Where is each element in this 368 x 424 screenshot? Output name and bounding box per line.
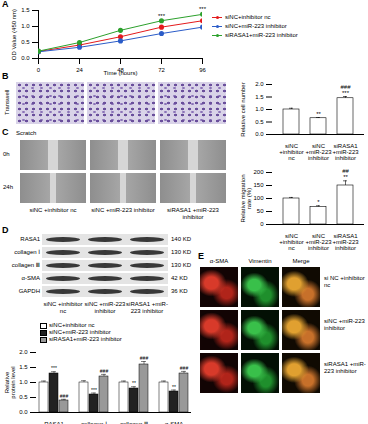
svg-text:##**: ##** [342, 168, 349, 180]
html-text:siRASA1 +miR-223 inhibitor: siRASA1 +miR-223 inhibitor [167, 207, 219, 220]
html-text:D: D [2, 225, 9, 235]
svg-text:***: *** [91, 387, 97, 393]
html-text:siNC+inhibitor nc: siNC+inhibitor nc [225, 14, 271, 20]
html-text:siRASA1+miR-223 inhibitor: siRASA1+miR-223 inhibitor [49, 336, 122, 342]
html-text:RASA1: RASA1 [20, 236, 40, 242]
svg-text:***: *** [158, 13, 166, 19]
svg-text:2.0: 2.0 [19, 349, 28, 355]
svg-text:1.5: 1.5 [255, 94, 264, 100]
svg-text:200: 200 [253, 169, 264, 175]
svg-text:collagen Ⅰ: collagen Ⅰ [81, 421, 107, 424]
html-text:A: A [2, 0, 9, 9]
html-text:Scratch: Scratch [16, 130, 37, 136]
html-text:130 KD: 130 KD [171, 262, 191, 268]
svg-text:2.0: 2.0 [255, 81, 264, 87]
svg-text:RASA1: RASA1 [44, 421, 64, 424]
svg-text:***: *** [199, 6, 207, 12]
html-text:Transwell: Transwell [4, 89, 10, 115]
svg-text:OD Value (450 nm): OD Value (450 nm) [11, 9, 17, 60]
svg-text:siRASA1+miR-223inhibitor: siRASA1+miR-223inhibitor [332, 233, 359, 251]
svg-text:0: 0 [260, 221, 264, 227]
svg-text:###: ### [180, 365, 189, 371]
svg-text:siNC+miR-223inhibitor: siNC+miR-223inhibitor [305, 143, 332, 161]
svg-text:###: ### [100, 368, 109, 374]
svg-text:1.0: 1.0 [255, 106, 264, 112]
html-text:siRASA1 +miR-223 inhibitor: siRASA1 +miR-223 inhibitor [126, 301, 168, 314]
svg-text:0.5: 0.5 [21, 39, 30, 45]
svg-text:100: 100 [253, 195, 264, 201]
html-text:E: E [198, 251, 204, 261]
svg-text:###: ### [60, 393, 69, 399]
svg-text:150: 150 [253, 182, 264, 188]
html-text:siNC +miR-223 inhibitor: siNC +miR-223 inhibitor [84, 301, 126, 314]
svg-text:0.0: 0.0 [19, 409, 28, 415]
html-text:collagen Ⅰ: collagen Ⅰ [14, 249, 40, 255]
html-text:42 KD: 42 KD [171, 275, 188, 281]
html-text:siRASA1+miR-223 inhibitor: siRASA1+miR-223 inhibitor [225, 32, 298, 38]
html-text:α-SMA: α-SMA [209, 258, 229, 264]
html-text:siNC +inhibitor nc: siNC +inhibitor nc [29, 207, 77, 213]
html-text:siNC+miR-223 inhibitor: siNC+miR-223 inhibitor [49, 329, 111, 335]
svg-text:###***: ###*** [340, 84, 351, 96]
svg-text:1.5: 1.5 [19, 364, 28, 370]
svg-text:Relativeprotein level: Relativeprotein level [4, 366, 16, 398]
svg-text:###: ### [140, 355, 149, 361]
svg-text:1.5: 1.5 [21, 7, 30, 13]
svg-text:siRASA1+miR-223inhibitor: siRASA1+miR-223inhibitor [332, 143, 359, 161]
html-text:130 KD: 130 KD [171, 249, 191, 255]
html-text:α-SMA: α-SMA [21, 275, 40, 281]
svg-text:1.0: 1.0 [21, 23, 30, 29]
svg-text:Relative migrationrate (%): Relative migrationrate (%) [240, 174, 252, 222]
html-text:Merge: Merge [292, 258, 310, 264]
html-text:siRASA1 +miR-223 inhibitor: siRASA1 +miR-223 inhibitor [324, 361, 366, 374]
svg-text:siNC+inhibitornc: siNC+inhibitornc [279, 143, 304, 161]
html-text:0h: 0h [3, 151, 10, 157]
svg-text:**: ** [132, 380, 136, 386]
html-text:si NC +inhibitor nc: si NC +inhibitor nc [324, 275, 365, 288]
html-text:siNC +miR-223 inhibitor: siNC +miR-223 inhibitor [324, 318, 365, 331]
svg-text:96: 96 [199, 67, 206, 73]
svg-text:α-SMA: α-SMA [165, 421, 183, 424]
svg-text:0.0: 0.0 [21, 55, 30, 61]
svg-text:24: 24 [76, 67, 83, 73]
svg-text:siNC+inhibitornc: siNC+inhibitornc [279, 233, 304, 251]
svg-text:50: 50 [257, 208, 264, 214]
html-text:siNC +miR-223 inhibitor: siNC +miR-223 inhibitor [91, 207, 155, 213]
svg-text:0: 0 [37, 67, 41, 73]
html-text:C: C [2, 127, 9, 137]
svg-text:Relative cell number: Relative cell number [240, 82, 246, 136]
html-text:collagen Ⅲ: collagen Ⅲ [11, 262, 40, 268]
svg-text:***: *** [51, 365, 57, 371]
html-text:siNC+miR-223 inhibitor: siNC+miR-223 inhibitor [225, 23, 287, 29]
html-text:36 KD: 36 KD [171, 288, 188, 294]
svg-text:*: * [317, 199, 320, 205]
html-text:140 KD: 140 KD [171, 236, 191, 242]
svg-text:**: ** [172, 384, 176, 390]
html-text:siNC+inhibitor nc: siNC+inhibitor nc [49, 322, 95, 328]
html-text:24h: 24h [3, 184, 13, 190]
svg-text:1.0: 1.0 [19, 379, 28, 385]
svg-text:0.0: 0.0 [255, 131, 264, 137]
svg-text:72: 72 [158, 67, 165, 73]
html-text:B: B [2, 71, 9, 81]
svg-text:**: ** [316, 111, 321, 117]
html-text:siNC +inhibitor nc: siNC +inhibitor nc [43, 301, 83, 314]
svg-text:Time (hours): Time (hours) [104, 70, 138, 76]
svg-text:0.5: 0.5 [19, 394, 28, 400]
svg-text:siNC+miR-223inhibitor: siNC+miR-223inhibitor [305, 233, 332, 251]
html-text:Vimentin: Vimentin [248, 258, 272, 264]
svg-text:0.5: 0.5 [255, 119, 264, 125]
svg-text:collagen Ⅲ: collagen Ⅲ [120, 421, 148, 424]
html-text:GAPDH: GAPDH [18, 288, 40, 294]
